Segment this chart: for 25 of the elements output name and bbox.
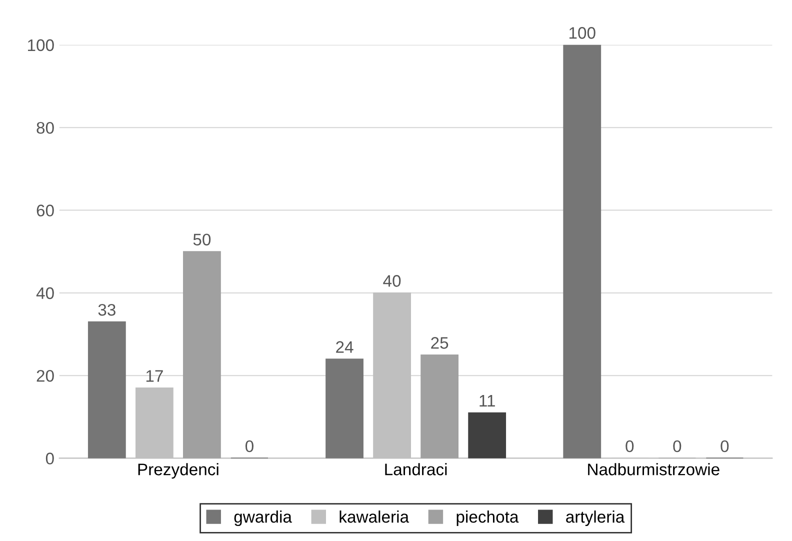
data-label: 0 — [720, 440, 729, 452]
y-tick-label: 20 — [36, 370, 54, 382]
data-label: 50 — [193, 234, 211, 246]
data-label: 25 — [431, 337, 448, 349]
data-label: 0 — [245, 440, 254, 452]
data-label: 11 — [480, 395, 495, 407]
y-tick-label: 40 — [36, 287, 54, 300]
y-tick-label: 0 — [46, 452, 54, 464]
x-tick-label: Landraci — [385, 463, 447, 476]
data-label: 24 — [336, 341, 354, 353]
data-label: 0 — [673, 440, 682, 452]
y-tick-label: 100 — [28, 39, 54, 52]
legend-label: artyleria — [566, 510, 625, 526]
x-tick-label: Nadburmistrzowie — [588, 463, 720, 476]
y-tick-label: 80 — [36, 122, 54, 134]
x-tick-label: Prezydenci — [138, 463, 218, 479]
data-label: 0 — [626, 440, 634, 452]
legend-label: piechota — [456, 510, 519, 526]
legend-label: gwardia — [234, 510, 292, 526]
data-label: 33 — [98, 304, 116, 316]
y-tick-label: 60 — [36, 204, 54, 216]
data-label: 17 — [146, 370, 163, 382]
legend-label: kawaleria — [340, 510, 410, 523]
data-label: 100 — [569, 27, 596, 39]
data-label: 40 — [383, 275, 401, 287]
